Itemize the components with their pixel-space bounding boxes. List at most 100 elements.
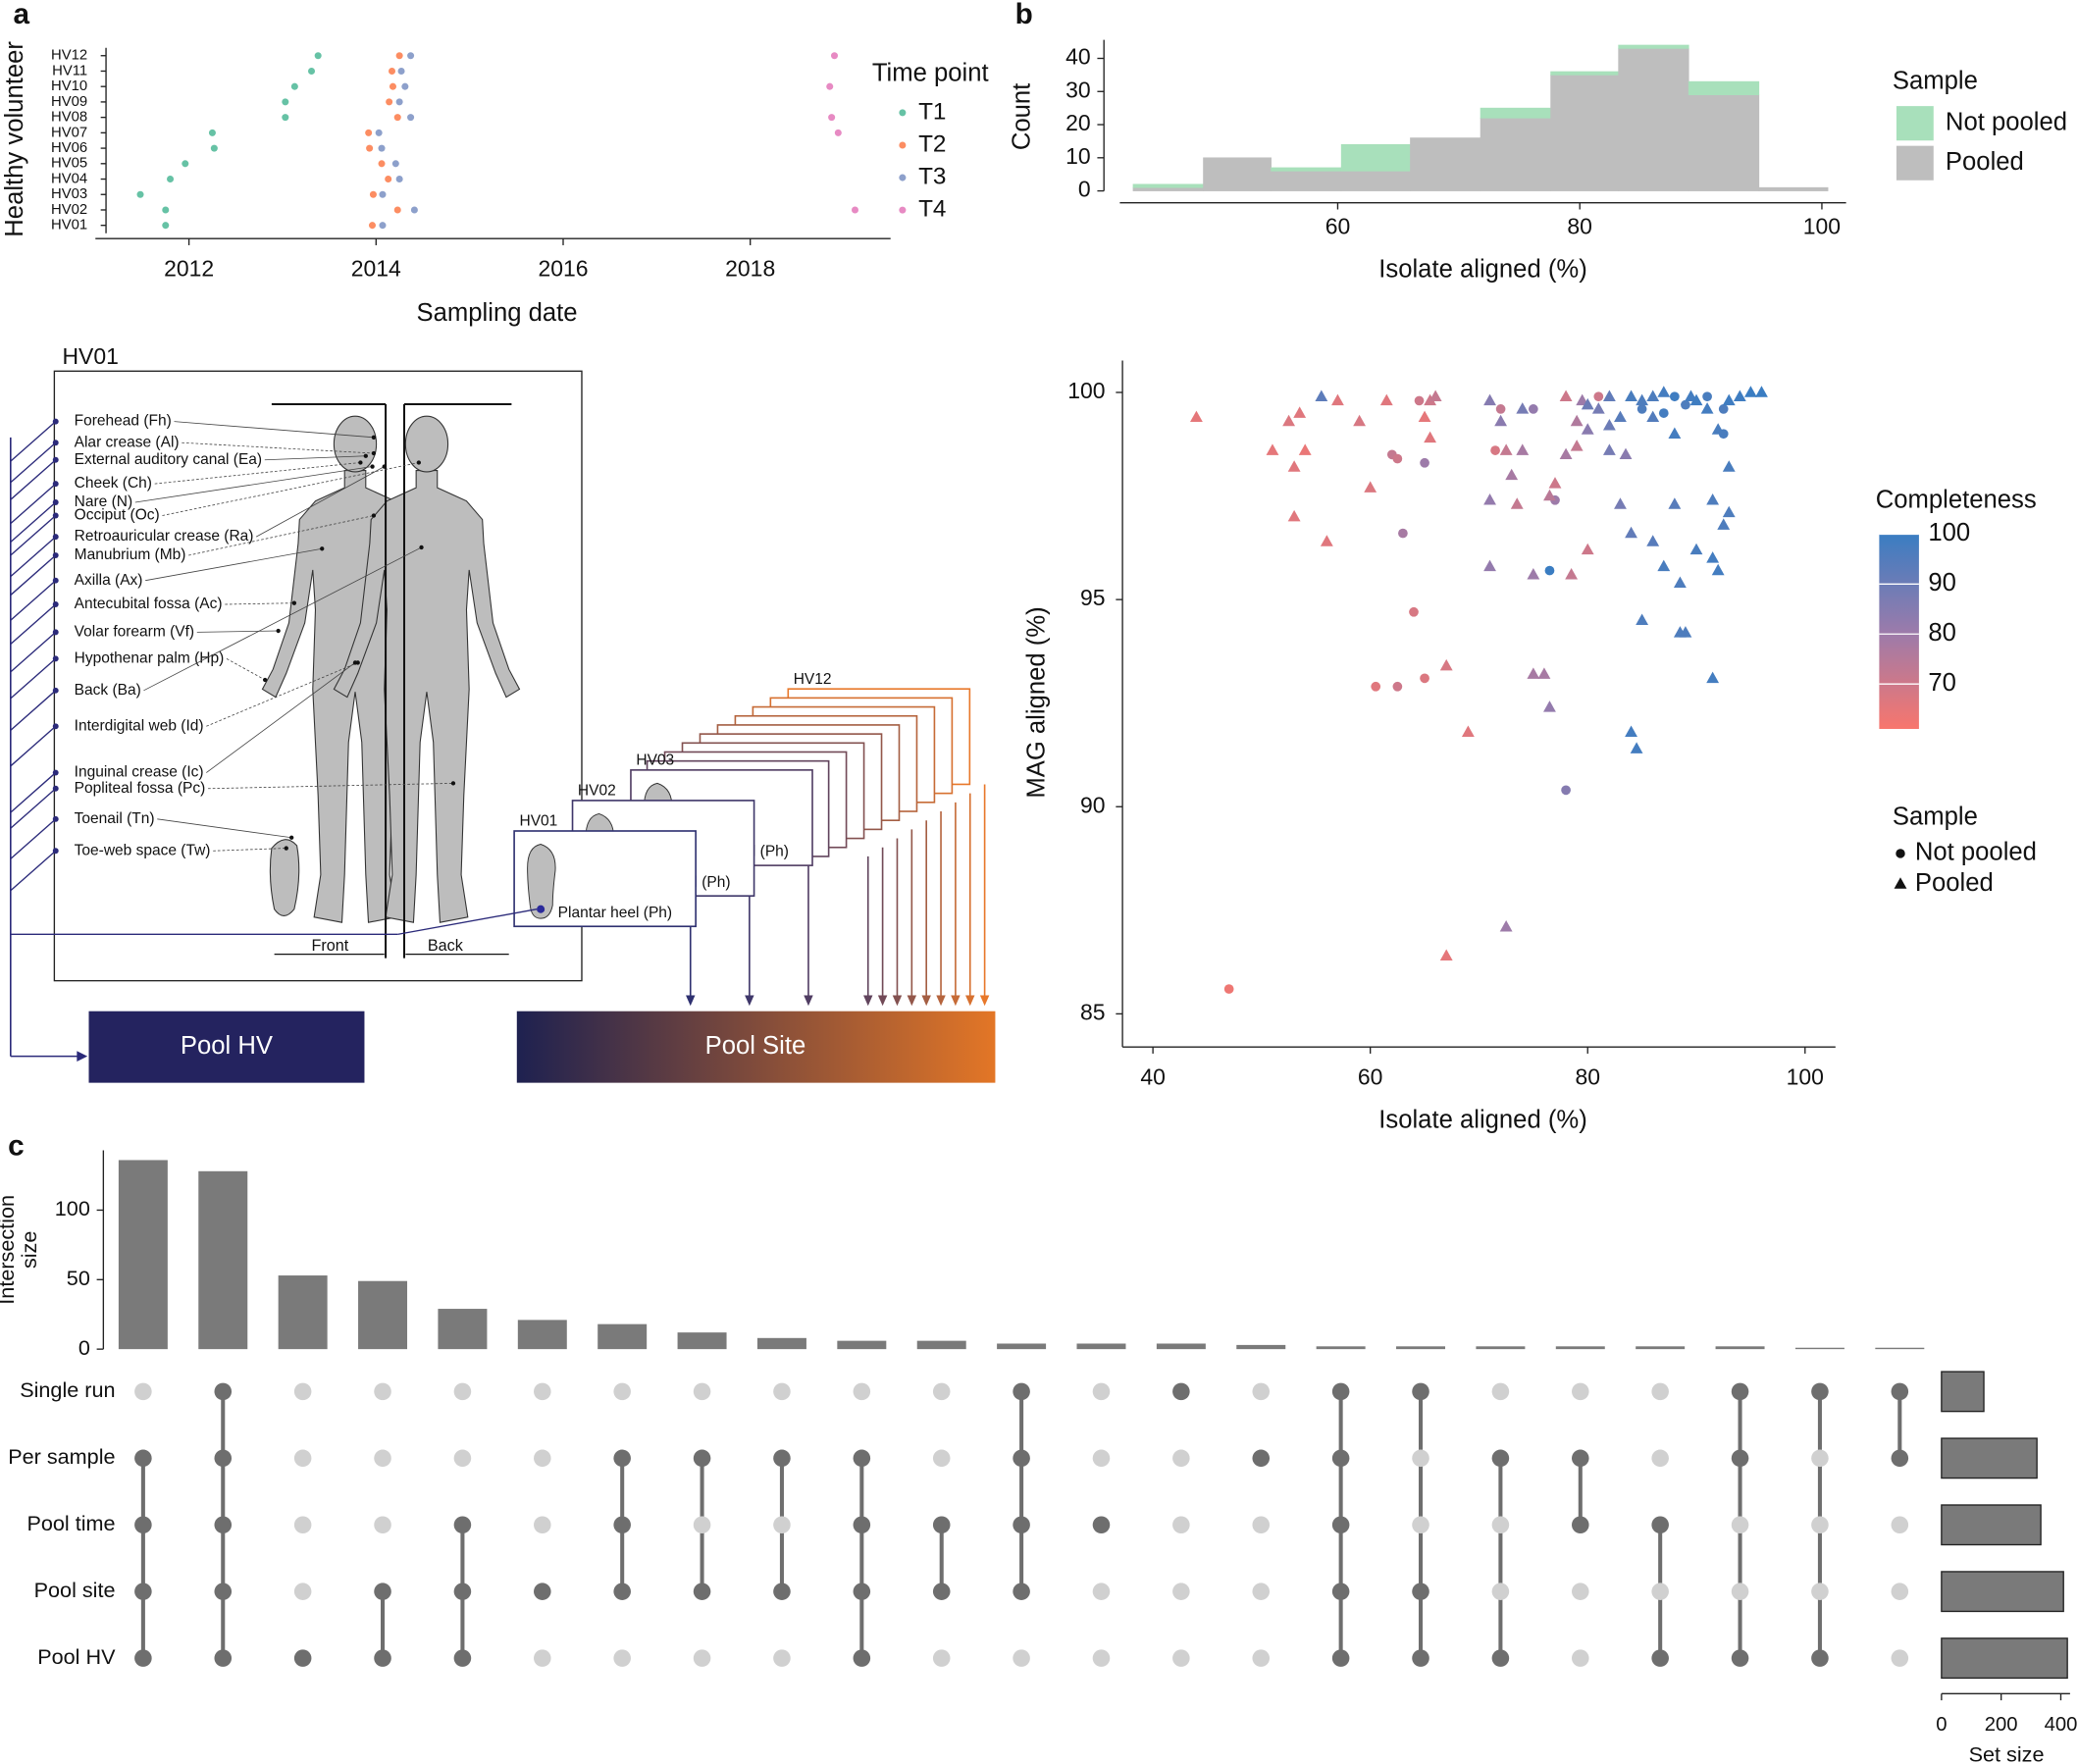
point [1548, 477, 1562, 489]
matrix-dot [1491, 1649, 1510, 1667]
point [1420, 673, 1429, 684]
matrix-dot [773, 1649, 791, 1667]
point [1722, 393, 1736, 406]
legend-swatch [1896, 106, 1934, 141]
point [1392, 681, 1403, 692]
point [1565, 568, 1579, 580]
point [1543, 489, 1556, 501]
dot [410, 206, 418, 214]
matrix-dot [853, 1649, 871, 1667]
point [1315, 389, 1328, 401]
y-tick-label: 100 [1067, 378, 1105, 403]
point [1602, 443, 1616, 455]
arrow-head [951, 995, 961, 1007]
legend-marker [1896, 849, 1905, 858]
arrow-head [877, 995, 888, 1007]
matrix-dot [1172, 1516, 1190, 1534]
matrix-dot [1891, 1582, 1909, 1600]
bar [1636, 1346, 1686, 1350]
point [1625, 526, 1637, 539]
matrix-dot [932, 1649, 951, 1667]
point [1490, 445, 1500, 455]
site-label: Nare (N) [75, 493, 132, 510]
legend-marker [899, 206, 907, 214]
legend-title: Sample [1893, 803, 1978, 830]
y-axis-label: Count [1009, 83, 1036, 150]
point [1614, 497, 1627, 509]
point [1706, 493, 1720, 505]
site-point [289, 835, 294, 840]
site-bracket [10, 788, 57, 829]
bar [1480, 117, 1551, 191]
set-label: Pool time [26, 1511, 115, 1535]
frame [53, 370, 583, 982]
point [1700, 402, 1714, 414]
bar [597, 1323, 648, 1350]
matrix-dot [134, 1649, 152, 1667]
matrix-dot [693, 1649, 711, 1667]
matrix-dot [1651, 1516, 1669, 1534]
point [1561, 785, 1571, 796]
pool-hv-box [88, 1011, 365, 1083]
point [1570, 414, 1584, 427]
matrix-dot [1572, 1382, 1589, 1401]
matrix-dot [853, 1382, 871, 1401]
legend-label: T3 [918, 163, 946, 189]
matrix-dot [693, 1449, 711, 1468]
foot-box-label: HV01 [520, 813, 558, 830]
matrix-dot [1572, 1649, 1589, 1667]
bar [1271, 170, 1342, 191]
bar [1618, 44, 1689, 49]
matrix-dot [1092, 1649, 1111, 1667]
matrix-dot [853, 1582, 871, 1600]
y-tick-label: HV08 [51, 110, 87, 126]
dot [397, 67, 405, 75]
matrix-dot [1731, 1382, 1749, 1401]
y-tick-label: HV02 [51, 202, 87, 218]
point [1668, 427, 1682, 439]
site-point [370, 464, 375, 469]
colorbar-tick-label: 80 [1928, 619, 1956, 647]
bar [1410, 137, 1481, 191]
dot [162, 206, 170, 214]
site-point [262, 677, 268, 683]
site-point [276, 628, 281, 634]
point [1439, 949, 1453, 960]
dot [388, 67, 396, 75]
point [1717, 518, 1731, 530]
point [1527, 568, 1540, 580]
matrix-dot [453, 1649, 472, 1667]
set-size-bar [1941, 1371, 1985, 1413]
point [1602, 389, 1616, 401]
matrix-dot [1412, 1449, 1429, 1468]
bar [1618, 48, 1689, 191]
point [1755, 386, 1768, 397]
matrix-dot [293, 1382, 312, 1401]
dot [395, 176, 403, 183]
view-label: Back [428, 937, 464, 955]
point [1669, 391, 1680, 402]
y-tick-label: 40 [1065, 44, 1091, 70]
bar [1794, 1347, 1844, 1350]
matrix-dot [1572, 1449, 1589, 1468]
site-bracket [10, 725, 57, 767]
matrix-dot [374, 1449, 391, 1468]
y-tick-label: 30 [1065, 77, 1091, 102]
site-label: Inguinal crease (Ic) [75, 764, 204, 781]
dot [378, 144, 386, 152]
arrow-head [921, 995, 931, 1007]
bar [756, 1337, 806, 1350]
site-bracket [10, 818, 57, 859]
dot [834, 129, 842, 136]
site-label: Axilla (Ax) [75, 572, 143, 589]
site-point [382, 464, 387, 469]
matrix-dot [1331, 1449, 1350, 1468]
bar [358, 1280, 408, 1350]
site-point [320, 546, 325, 551]
point [1516, 402, 1530, 414]
matrix-dot [214, 1382, 233, 1401]
site-point [371, 435, 377, 440]
site-bracket [10, 515, 57, 556]
point [1593, 391, 1604, 402]
